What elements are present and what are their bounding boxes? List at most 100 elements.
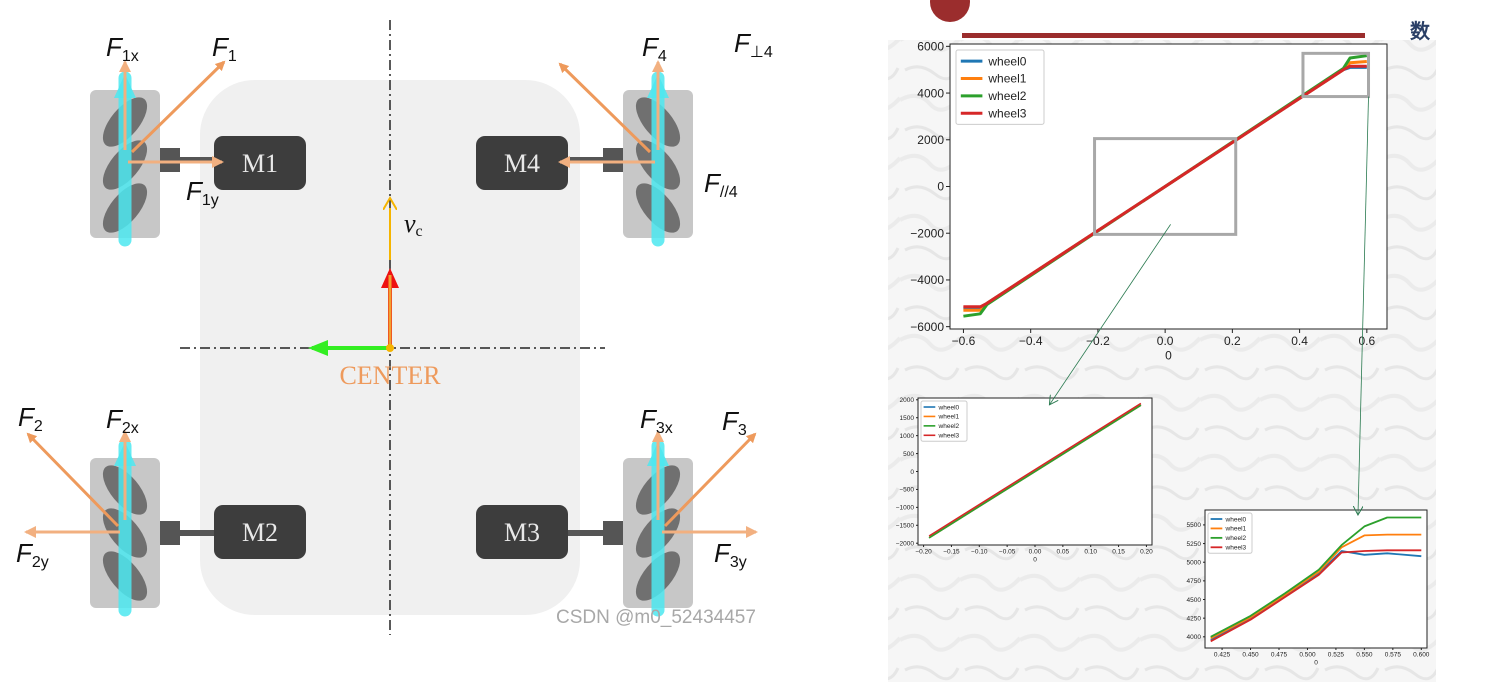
x-tick-label: −0.15 [943, 549, 960, 556]
motor-m1: M1 [214, 136, 306, 190]
label-f1y: F1y [186, 176, 219, 209]
y-tick-label: 1000 [900, 433, 915, 440]
zoom-box-top-right [1301, 51, 1371, 99]
y-tick-label: 4750 [1187, 578, 1202, 585]
y-tick-label: −6000 [910, 320, 944, 334]
center-vectors [308, 208, 399, 356]
y-tick-label: 1500 [900, 415, 915, 422]
x-tick-label: 0.575 [1385, 652, 1402, 659]
x-tick-label: 0.10 [1084, 549, 1097, 556]
zoom-top-right-chart: 0.425 0.450 0.475 0.500 0.525 0.550 0.575 0.600… [1187, 509, 1430, 666]
series-line-wheel3 [928, 402, 1142, 537]
connector-center [1050, 224, 1171, 404]
x-tick-label: −0.10 [971, 549, 988, 556]
logo-fragment [930, 0, 970, 22]
y-tick-label: 2000 [917, 133, 944, 147]
arrow-f3 [663, 432, 757, 528]
y-tick-label: 0 [910, 469, 914, 476]
legend-entry: wheel1 [938, 414, 960, 421]
motor-m2: M2 [214, 505, 306, 559]
corner-glyph: 数 [1410, 19, 1431, 43]
legend-entry: wheel0 [938, 404, 960, 411]
x-tick-label: 0.00 [1029, 549, 1042, 556]
y-tick-label: 500 [903, 451, 914, 458]
accent-bar [962, 33, 1365, 38]
x-tick-label: −0.2 [1086, 334, 1110, 348]
force-arrows [24, 60, 758, 538]
y-tick-label: −2000 [896, 540, 915, 547]
y-tick-label: −4000 [910, 273, 944, 287]
x-tick-label: −0.6 [952, 334, 976, 348]
y-tick-label: −1000 [896, 505, 915, 512]
motor-m4: M4 [476, 136, 568, 190]
connector-top-right [1358, 96, 1369, 514]
arrow-f1 [130, 60, 226, 154]
y-tick-label: 4000 [1187, 634, 1202, 641]
series-line-wheel1 [1210, 533, 1422, 640]
label-fperp4: F⊥4 [734, 28, 773, 61]
y-tick-label: −2000 [910, 226, 944, 240]
mecanum-chassis-diagram: M1 M4 M2 M3 [16, 20, 773, 635]
motor-m4-label: M4 [504, 149, 540, 178]
motor-m3-label: M3 [504, 518, 540, 547]
legend-entry: wheel2 [1225, 535, 1247, 542]
y-tick-label: 4500 [1187, 597, 1202, 604]
y-tick-label: 5500 [1187, 522, 1202, 529]
legend-entry: wheel2 [938, 423, 960, 430]
main-wheel-chart: −0.6 −0.4 −0.2 0.0 0.2 0.4 0.6 −6000 −4000 −2000 0… [910, 40, 1388, 362]
x-tick-label: 0.4 [1291, 334, 1308, 348]
zoom-connectors [1050, 96, 1369, 514]
y-tick-label: 2000 [900, 397, 915, 404]
series-line-wheel3 [963, 64, 1367, 309]
watermark: CSDN @m0_52434457 [556, 607, 756, 628]
label-f2x: F2x [106, 404, 139, 437]
legend-entry: wheel1 [1225, 526, 1247, 533]
legend: wheel0 wheel1 wheel2 wheel3 [955, 49, 1045, 125]
x-tick-label: 0.525 [1328, 652, 1345, 659]
series-line-wheel2 [1210, 516, 1422, 638]
y-tick-label: 4250 [1187, 615, 1202, 622]
label-f3: F3 [722, 406, 747, 439]
series-line-wheel2 [928, 404, 1142, 539]
y-tick-label: 5250 [1187, 541, 1202, 548]
drive-shafts [160, 148, 623, 545]
chart-panel: 数 −0.6 −0.4 −0.2 0.0 0.2 0.4 0.6 −6000 −4000 −200… [888, 0, 1436, 682]
legend-entry: wheel0 [987, 54, 1026, 68]
x-tick-label: 0.6 [1358, 334, 1375, 348]
legend-entry: wheel2 [987, 89, 1026, 103]
motor-m1-label: M1 [242, 149, 278, 178]
label-f1: F1 [212, 32, 237, 65]
legend-entry: wheel0 [1225, 516, 1247, 523]
arrow-fperp4 [558, 62, 652, 154]
motor-m3: M3 [476, 505, 568, 559]
legend-entry: wheel3 [1225, 545, 1247, 552]
legend: wheel0 wheel1 wheel2 wheel3 [920, 400, 968, 442]
center-label: CENTER [339, 361, 441, 390]
x-tick-label: 0.15 [1112, 549, 1125, 556]
x-tick-label: 0.475 [1271, 652, 1288, 659]
x-tick-label: 0.425 [1214, 652, 1231, 659]
x-tick-label: 0.20 [1140, 549, 1153, 556]
legend-entry: wheel1 [987, 72, 1026, 86]
y-tick-label: −1500 [896, 523, 915, 530]
x-tick-label: 0.450 [1242, 652, 1259, 659]
x-tick-label: 0.600 [1413, 652, 1430, 659]
label-f3x: F3x [640, 404, 673, 437]
y-tick-label: 5000 [1187, 559, 1202, 566]
x-axis-label: 0 [1033, 556, 1037, 563]
x-axis-label: 0 [1314, 659, 1318, 666]
label-f1x: F1x [106, 32, 139, 65]
legend-entry: wheel3 [938, 433, 960, 440]
label-fpar4: F//4 [704, 168, 738, 201]
series-line-wheel3 [1210, 549, 1422, 643]
y-tick-label: 6000 [917, 40, 944, 54]
label-f3y: F3y [714, 538, 747, 571]
x-tick-label: 0.05 [1057, 549, 1070, 556]
legend: wheel0 wheel1 wheel2 wheel3 [1207, 512, 1253, 554]
x-axis-label: 0 [1165, 348, 1172, 362]
x-tick-label: −0.05 [999, 549, 1016, 556]
x-tick-label: −0.4 [1019, 334, 1043, 348]
label-f2y: F2y [16, 538, 49, 571]
legend-entry: wheel3 [987, 107, 1026, 121]
motor-m2-label: M2 [242, 518, 278, 547]
